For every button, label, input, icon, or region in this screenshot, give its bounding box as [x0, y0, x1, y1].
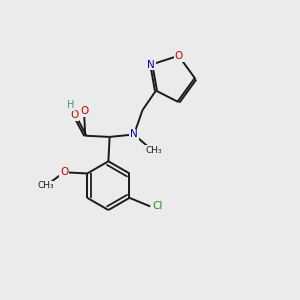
Text: N: N — [147, 60, 155, 70]
Text: N: N — [130, 130, 138, 140]
Text: O: O — [174, 51, 183, 61]
Text: O: O — [60, 167, 68, 177]
Text: CH₃: CH₃ — [38, 181, 54, 190]
Text: O: O — [80, 106, 88, 116]
Text: Cl: Cl — [152, 201, 162, 212]
Text: O: O — [70, 110, 78, 120]
Text: H: H — [67, 100, 74, 110]
Text: CH₃: CH₃ — [146, 146, 162, 155]
